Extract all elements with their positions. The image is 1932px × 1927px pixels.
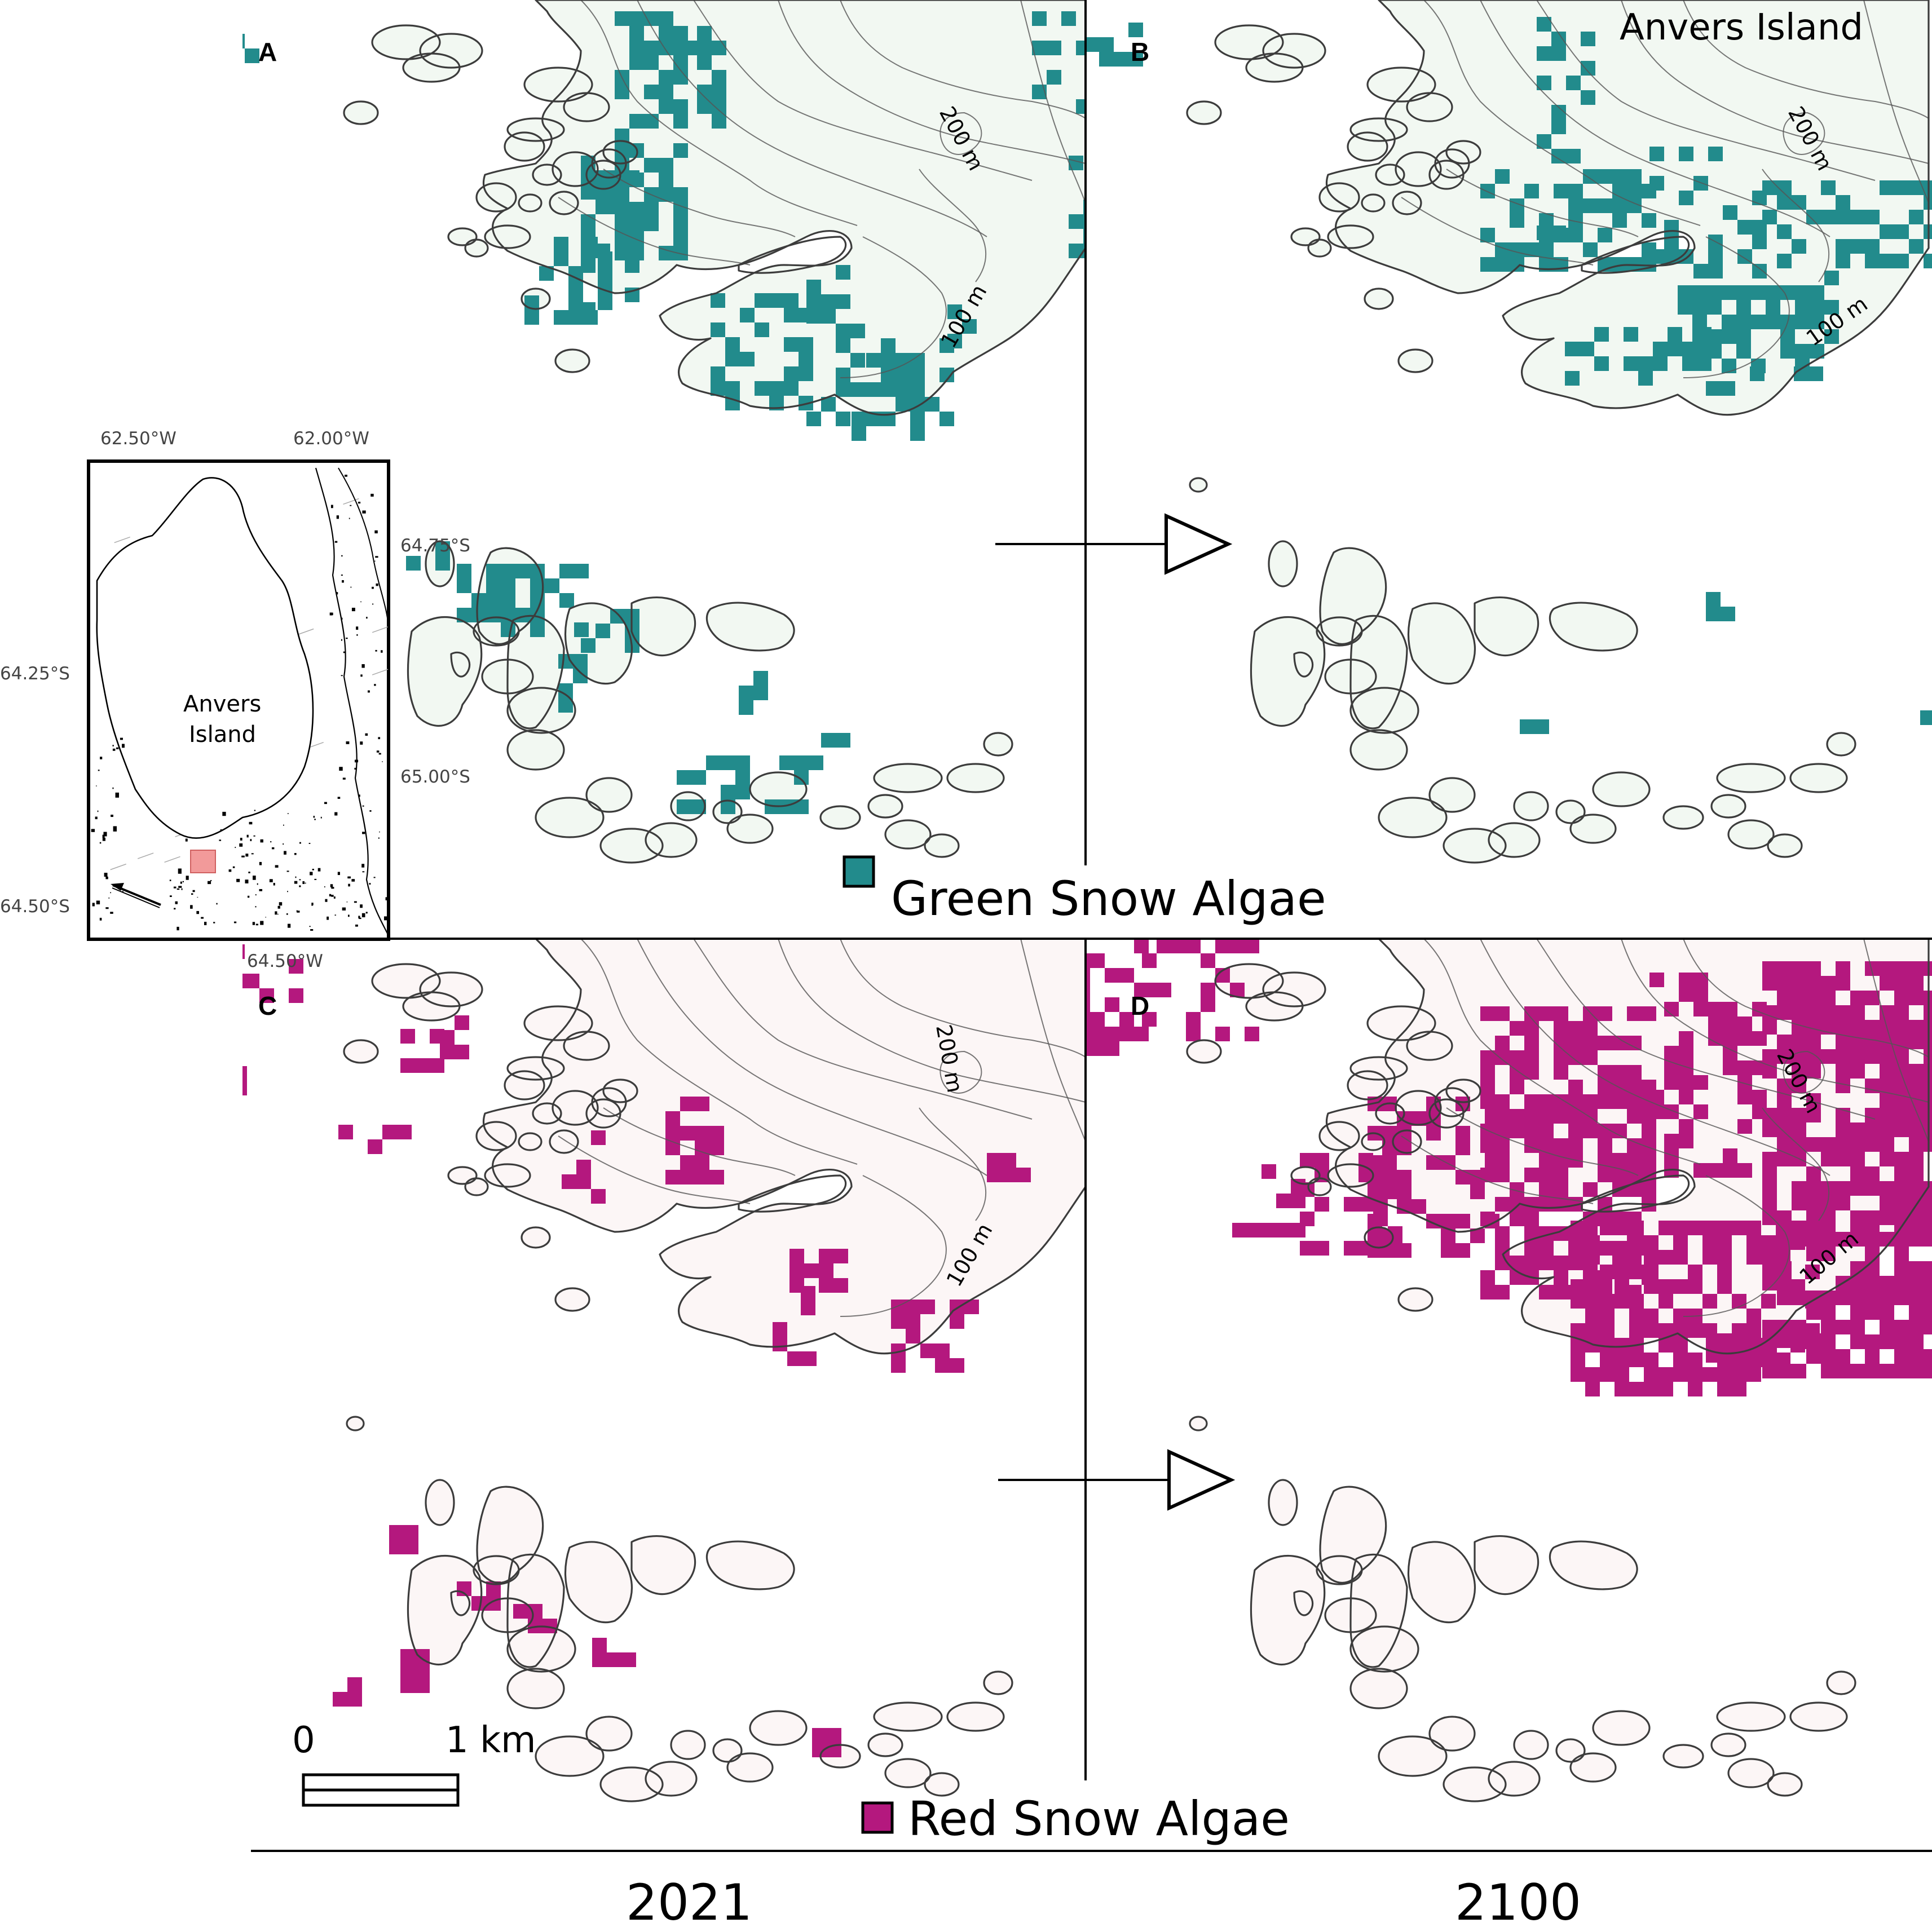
inset-lat-right-1: 64.75°S [400,536,470,556]
inset-lon-bottom-1: 64.50°W [247,951,323,971]
panel-d-map [1086,939,1932,1802]
north-arrow-icon [111,883,161,908]
panel-letter-b: B [1131,37,1149,67]
inset-lon-top-2: 62.00°W [293,428,369,449]
panel-c-map [242,939,1086,1802]
inset-island-label-2: Island [189,722,256,748]
inset-lat-left-2: 64.50°S [0,896,70,917]
legend-green: Green Snow Algae [843,855,1326,926]
inset-lon-top-1: 62.50°W [100,428,177,449]
time-arrow-bottom [998,1449,1236,1511]
scale-bar-start: 0 [292,1720,315,1761]
year-label-right: 2100 [1455,1873,1581,1927]
study-area-highlight [190,850,216,873]
inset-lat-left-1: 64.25°S [0,664,70,684]
inset-lat-right-2: 65.00°S [400,767,470,787]
legend-red-label: Red Snow Algae [908,1791,1290,1846]
panel-letter-c: C [258,991,277,1020]
scale-bar: 0 1 km [292,1720,536,1807]
panel-letter-d: D [1131,991,1149,1020]
inset-map: Anvers Island [87,459,390,941]
legend-green-swatch [843,855,875,888]
panel-a-map [242,0,1086,864]
inset-island-label-1: Anvers [183,691,261,717]
legend-green-label: Green Snow Algae [891,871,1326,926]
panel-b-map [1086,0,1932,864]
year-label-left: 2021 [626,1873,752,1927]
panel-letter-a: A [258,37,277,67]
glacier-name-label: Anvers Island [1620,7,1863,48]
scale-bar-end: 1 km [445,1720,536,1761]
time-arrow-top [995,513,1233,575]
legend-red-swatch [861,1801,894,1834]
legend-red: Red Snow Algae [861,1791,1290,1846]
